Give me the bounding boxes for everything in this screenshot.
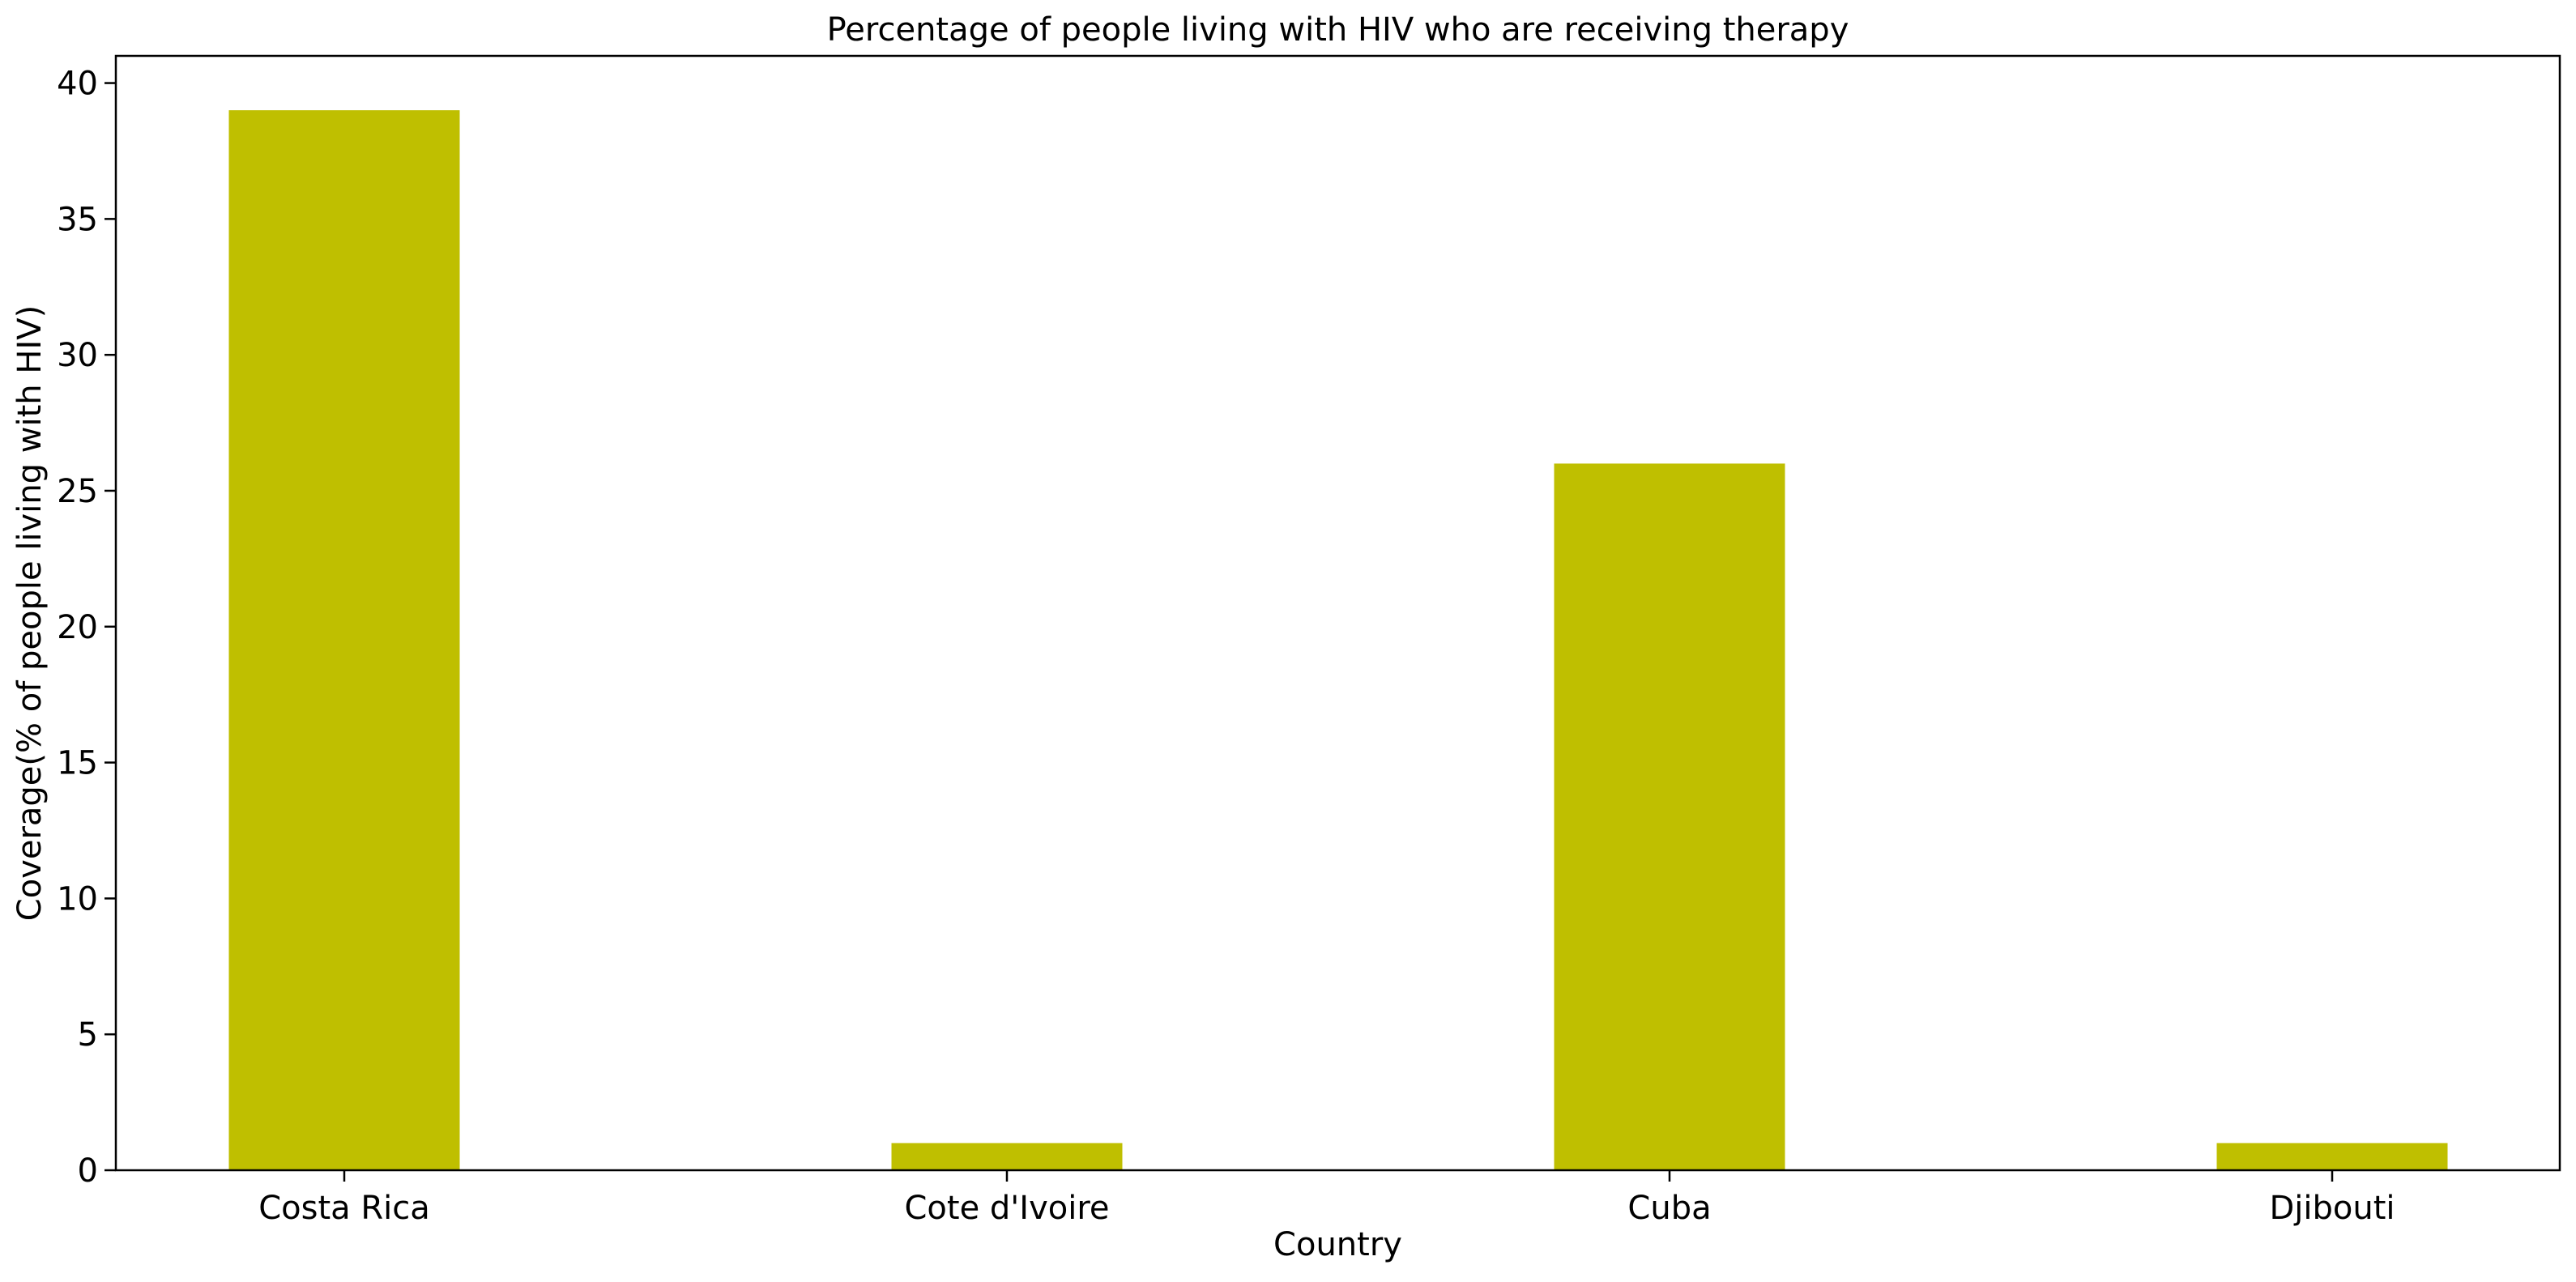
- x-axis-label: Country: [1273, 1226, 1402, 1263]
- x-tick-label: Cuba: [1627, 1190, 1711, 1227]
- x-axis-ticks: Costa Rica Cote d'Ivoire Cuba Djibouti: [258, 1170, 2395, 1227]
- chart-title: Percentage of people living with HIV who…: [827, 11, 1849, 49]
- y-tick-label: 35: [57, 201, 98, 238]
- y-tick-label: 30: [57, 337, 98, 374]
- bar: [1554, 463, 1785, 1170]
- bar: [228, 110, 460, 1170]
- bar-series: [228, 110, 2448, 1170]
- y-axis-label: Coverage(% of people living with HIV): [11, 305, 49, 921]
- x-tick-label: Costa Rica: [258, 1190, 430, 1227]
- bar: [2216, 1143, 2448, 1170]
- y-axis-ticks: 0 5 10 15 20 25 30 35 40: [57, 66, 116, 1190]
- y-tick-label: 15: [57, 745, 98, 782]
- y-tick-label: 25: [57, 473, 98, 510]
- bar: [891, 1143, 1123, 1170]
- y-tick-label: 40: [57, 66, 98, 103]
- y-tick-label: 10: [57, 880, 98, 918]
- y-tick-label: 20: [57, 609, 98, 646]
- x-tick-label: Djibouti: [2269, 1190, 2395, 1227]
- y-tick-label: 0: [78, 1152, 98, 1190]
- x-tick-label: Cote d'Ivoire: [904, 1190, 1109, 1227]
- plot-frame: [114, 54, 2561, 1172]
- y-tick-label: 5: [78, 1016, 98, 1054]
